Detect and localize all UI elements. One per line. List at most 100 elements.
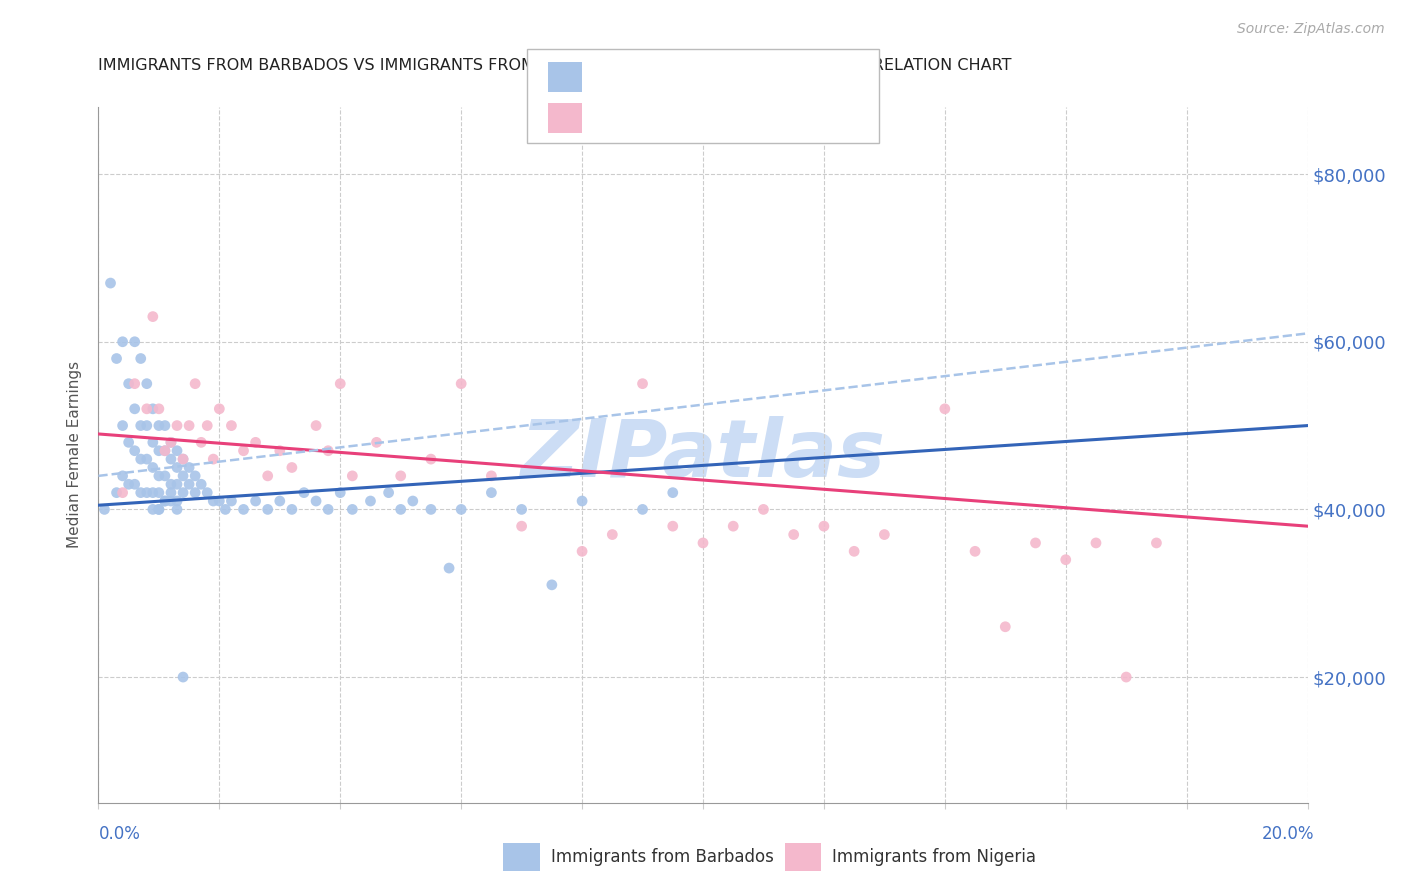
Point [342, 502, 364, 516]
Point [366, 435, 388, 450]
Point [208, 401, 231, 416]
Point [813, 519, 835, 533]
Point [389, 502, 412, 516]
Point [172, 485, 194, 500]
Point [281, 502, 304, 516]
Point [510, 502, 533, 516]
Point [142, 485, 165, 500]
Point [118, 376, 141, 391]
Point [153, 494, 176, 508]
Point [166, 494, 188, 508]
Point [723, 519, 745, 533]
Point [195, 485, 218, 500]
Point [111, 334, 134, 349]
Point [160, 435, 183, 450]
Point [105, 351, 128, 366]
Point [994, 620, 1017, 634]
Point [437, 561, 460, 575]
Point [160, 494, 183, 508]
Point [245, 494, 267, 508]
Point [135, 418, 157, 433]
Point [540, 578, 562, 592]
Text: 20.0%: 20.0% [1263, 825, 1315, 843]
Text: 0.0%: 0.0% [98, 825, 141, 843]
Point [179, 418, 201, 433]
Point [481, 468, 503, 483]
Point [148, 502, 170, 516]
Point [221, 418, 243, 433]
Point [166, 460, 188, 475]
Point [153, 494, 176, 508]
Point [93, 502, 115, 516]
Y-axis label: Median Female Earnings: Median Female Earnings [67, 361, 83, 549]
Point [118, 435, 141, 450]
Point [153, 418, 176, 433]
Point [124, 477, 146, 491]
Point [142, 401, 165, 416]
Point [420, 452, 443, 467]
Point [245, 435, 267, 450]
Point [202, 494, 225, 508]
Point [129, 485, 152, 500]
Point [844, 544, 866, 558]
Point [184, 376, 207, 391]
Point [172, 452, 194, 467]
Point [124, 334, 146, 349]
Point [1144, 536, 1167, 550]
Point [305, 494, 328, 508]
Point [292, 485, 315, 500]
Point [148, 468, 170, 483]
Point [195, 418, 218, 433]
Point [232, 443, 254, 458]
Point [118, 477, 141, 491]
Text: R = 0.090   N = 85: R = 0.090 N = 85 [588, 65, 758, 84]
Point [1115, 670, 1137, 684]
Point [148, 401, 170, 416]
Point [184, 468, 207, 483]
Point [142, 460, 165, 475]
Point [135, 376, 157, 391]
Point [316, 443, 339, 458]
Point [160, 435, 183, 450]
Point [190, 477, 212, 491]
Point [184, 485, 207, 500]
Point [420, 502, 443, 516]
Point [135, 401, 157, 416]
Point [129, 351, 152, 366]
Point [129, 418, 152, 433]
Point [934, 401, 956, 416]
Point [166, 502, 188, 516]
Point [148, 418, 170, 433]
Point [269, 443, 291, 458]
Point [105, 485, 128, 500]
Point [256, 468, 278, 483]
Point [631, 502, 654, 516]
Point [510, 519, 533, 533]
Point [135, 452, 157, 467]
Point [208, 494, 231, 508]
Point [232, 502, 254, 516]
Point [142, 310, 165, 324]
Point [129, 452, 152, 467]
Point [402, 494, 425, 508]
Point [256, 502, 278, 516]
Point [1024, 536, 1046, 550]
Point [783, 527, 806, 541]
Point [965, 544, 987, 558]
Text: Immigrants from Barbados: Immigrants from Barbados [551, 848, 775, 866]
Point [214, 502, 236, 516]
Text: Source: ZipAtlas.com: Source: ZipAtlas.com [1237, 22, 1385, 37]
Point [316, 502, 339, 516]
Point [269, 494, 291, 508]
Point [1085, 536, 1108, 550]
Point [166, 418, 188, 433]
Point [450, 376, 472, 391]
Point [190, 435, 212, 450]
Point [111, 418, 134, 433]
Point [221, 494, 243, 508]
Point [124, 443, 146, 458]
Point [281, 460, 304, 475]
Point [571, 494, 593, 508]
Text: IMMIGRANTS FROM BARBADOS VS IMMIGRANTS FROM NIGERIA MEDIAN FEMALE EARNINGS CORRE: IMMIGRANTS FROM BARBADOS VS IMMIGRANTS F… [98, 58, 1012, 73]
Point [124, 401, 146, 416]
